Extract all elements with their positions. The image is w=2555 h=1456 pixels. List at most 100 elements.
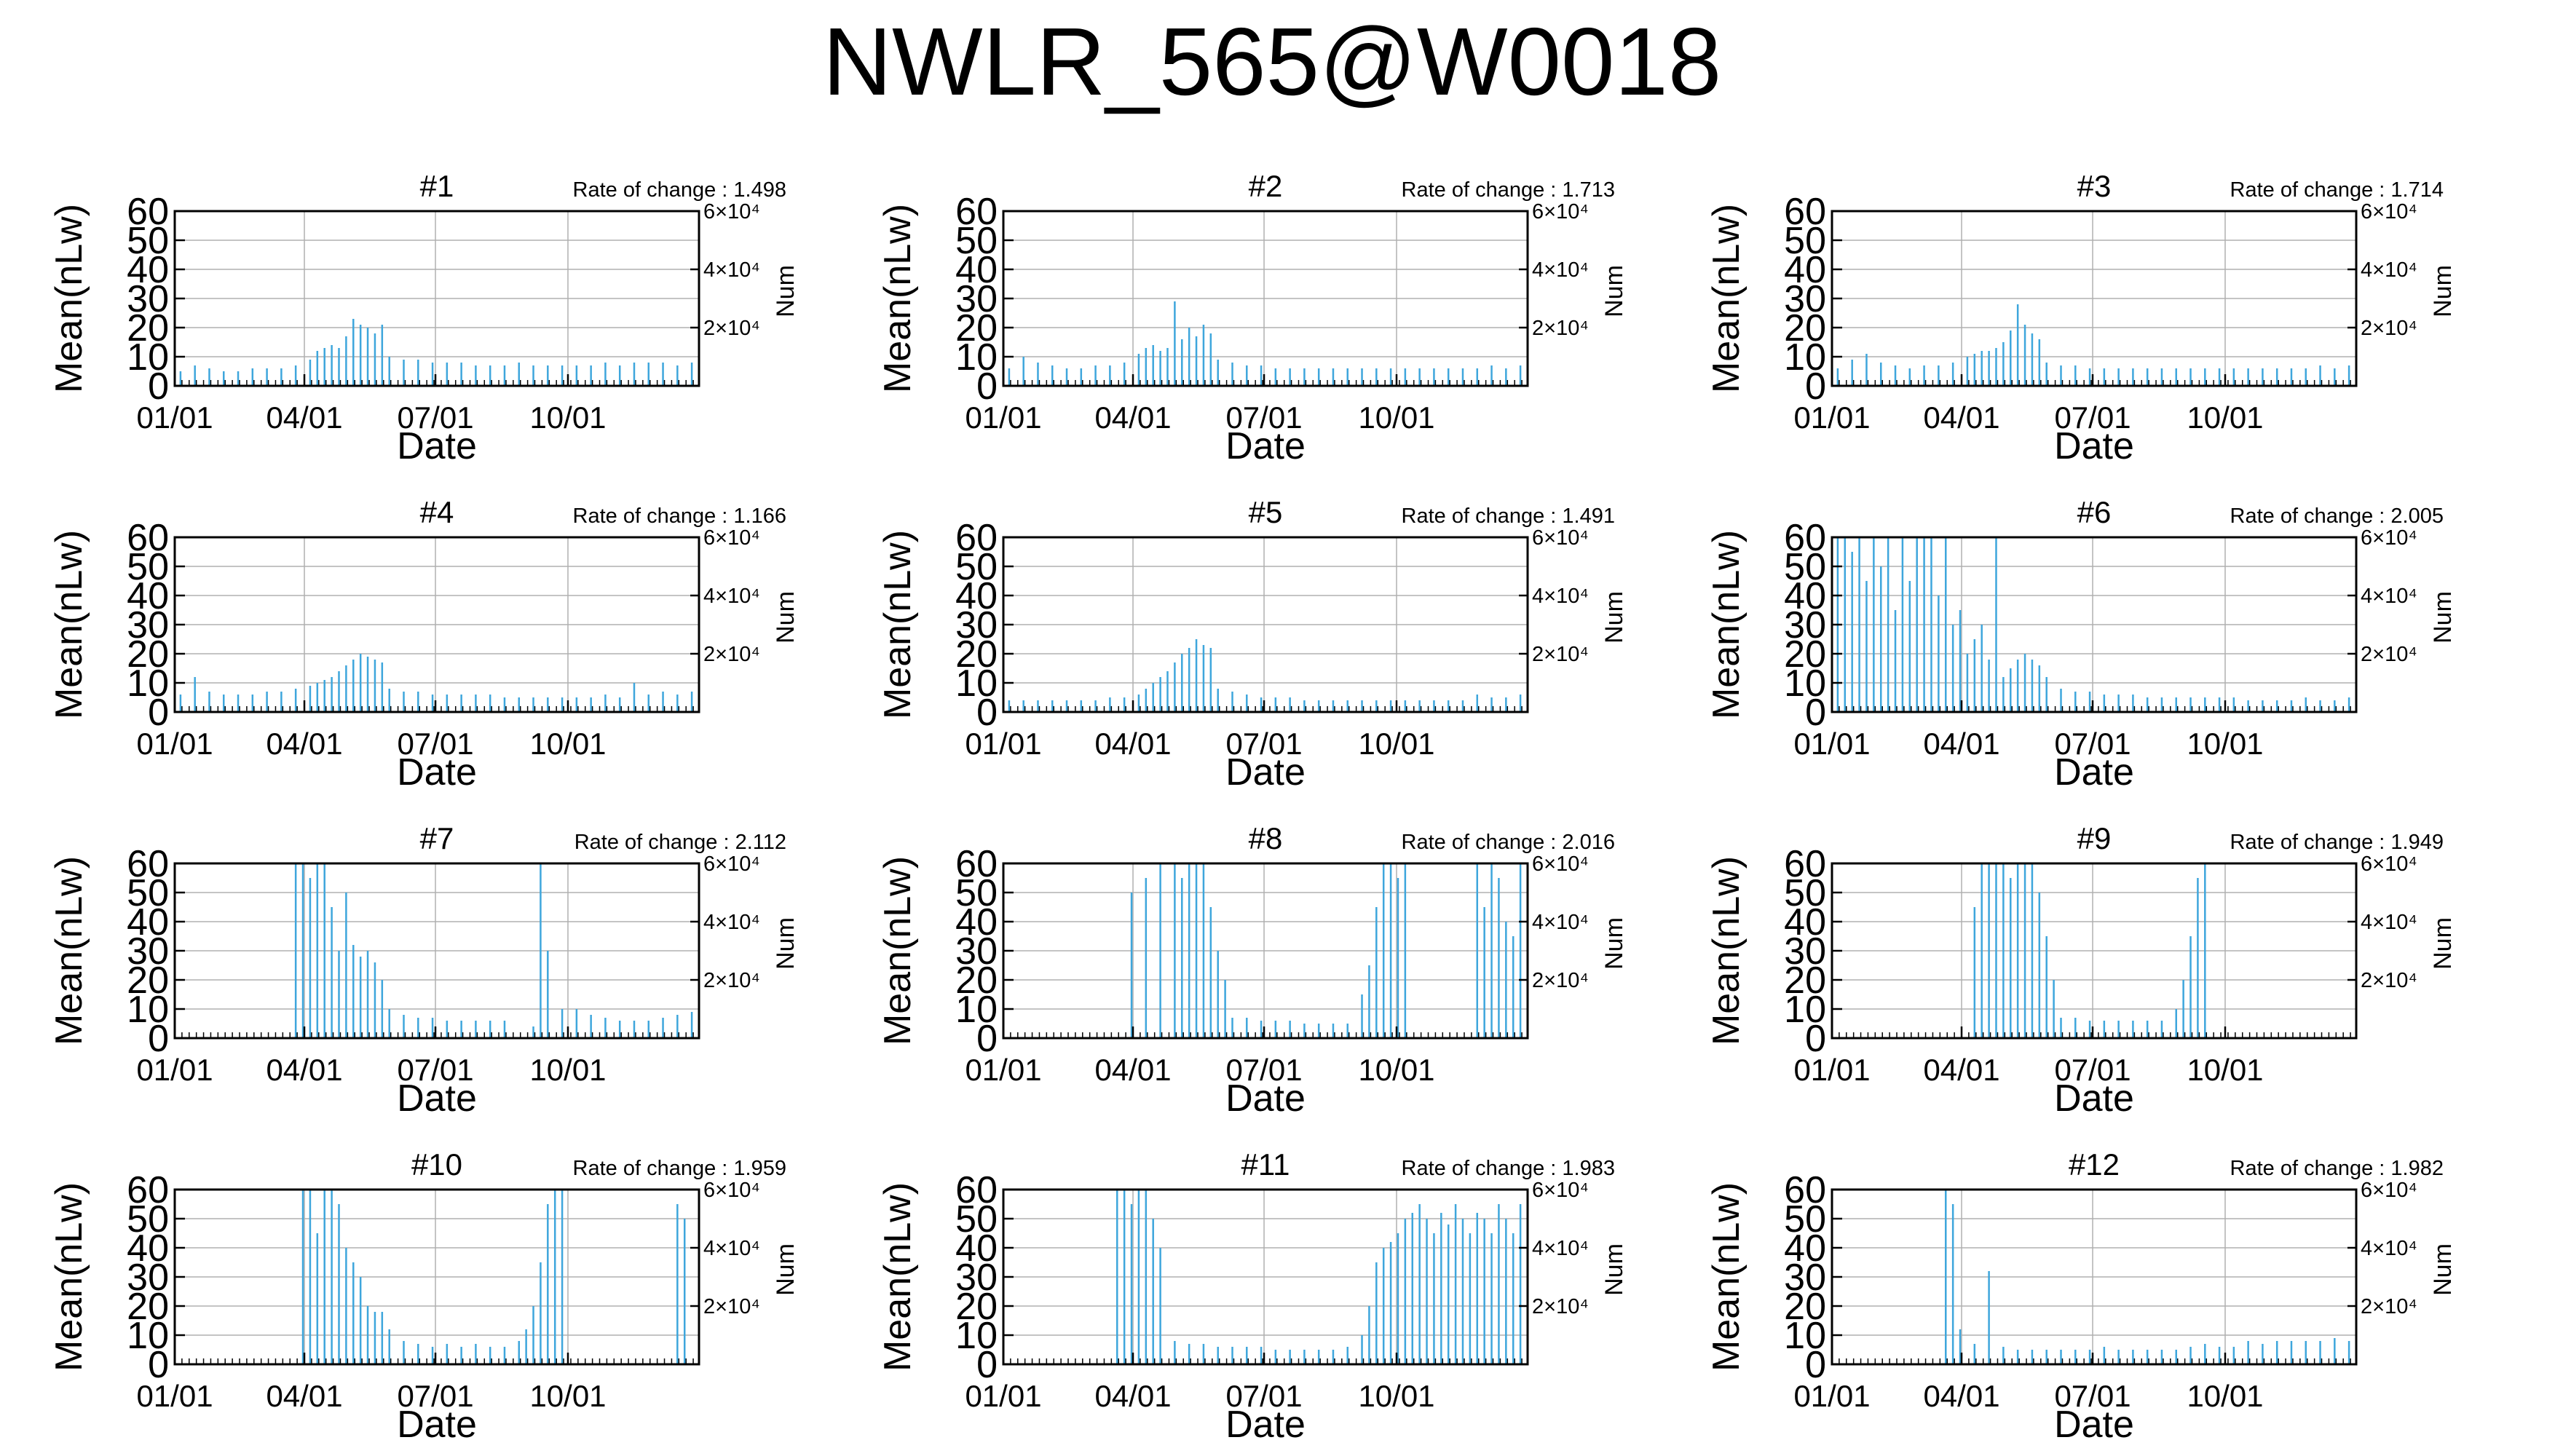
y-tick-label: 30 [955, 930, 998, 973]
y-tick-label: 30 [1784, 604, 1826, 646]
y2-tick-label: 4×10⁴ [1532, 258, 1589, 282]
y-tick-label: 30 [127, 930, 169, 973]
y-axis-label: Mean(nLw) [1705, 1182, 1748, 1372]
y-tick-label: 60 [955, 843, 998, 885]
x-tick-label: 01/01 [965, 727, 1041, 761]
y-tick-label: 20 [955, 1286, 998, 1328]
x-tick-label: 10/01 [1358, 1379, 1434, 1413]
panel-title: #3 [2077, 169, 2112, 203]
y-tick-label: 60 [1784, 517, 1826, 559]
y-tick-label: 30 [1784, 1257, 1826, 1299]
y2-tick-label: 4×10⁴ [2361, 585, 2417, 608]
y-tick-label: 0 [148, 1018, 169, 1060]
y2-tick-label: 2×10⁴ [2361, 643, 2417, 666]
y-tick-label: 20 [127, 633, 169, 676]
y-tick-label: 20 [955, 633, 998, 676]
y-tick-label: 60 [127, 843, 169, 885]
rate-of-change-label: Rate of change : 1.714 [2230, 178, 2444, 202]
x-axis-label: Date [2054, 425, 2134, 467]
y-tick-label: 10 [127, 336, 169, 379]
y-tick-label: 50 [127, 546, 169, 588]
y2-tick-label: 4×10⁴ [1532, 911, 1589, 934]
y-axis-label: Mean(nLw) [1705, 530, 1748, 719]
y2-axis-label: Num [1600, 591, 1628, 644]
x-tick-label: 04/01 [1923, 1379, 1999, 1413]
y2-axis-label: Num [772, 917, 799, 970]
x-tick-label: 10/01 [1358, 1053, 1434, 1087]
x-tick-label: 10/01 [2187, 400, 2263, 435]
y-tick-label: 20 [1784, 960, 1826, 1002]
y-tick-label: 30 [127, 1257, 169, 1299]
x-tick-label: 10/01 [2187, 1053, 2263, 1087]
x-tick-label: 10/01 [529, 400, 606, 435]
y-axis-label: Mean(nLw) [48, 856, 90, 1045]
x-axis-label: Date [397, 1404, 477, 1446]
y-tick-label: 40 [955, 575, 998, 617]
x-tick-label: 10/01 [529, 727, 606, 761]
panel-title: #1 [420, 169, 454, 203]
y-tick-label: 50 [1784, 546, 1826, 588]
x-axis-label: Date [1225, 1077, 1306, 1120]
y-tick-label: 50 [1784, 220, 1826, 262]
x-tick-label: 07/01 [2054, 1053, 2131, 1087]
y-tick-label: 30 [955, 1257, 998, 1299]
y-tick-label: 10 [127, 1315, 169, 1357]
y2-axis-label: Num [1600, 265, 1628, 317]
x-tick-label: 04/01 [1094, 1053, 1171, 1087]
y-tick-label: 10 [1784, 662, 1826, 705]
x-tick-label: 07/01 [397, 727, 473, 761]
x-axis-label: Date [1225, 751, 1306, 794]
rate-of-change-label: Rate of change : 1.713 [1402, 178, 1615, 202]
y2-tick-label: 4×10⁴ [2361, 258, 2417, 282]
x-axis-label: Date [2054, 1404, 2134, 1446]
y-tick-label: 20 [127, 960, 169, 1002]
y-tick-label: 10 [127, 662, 169, 705]
y-tick-label: 40 [127, 249, 169, 291]
y-tick-label: 20 [127, 307, 169, 349]
y-tick-label: 60 [1784, 191, 1826, 233]
y-tick-label: 0 [976, 692, 998, 734]
rate-of-change-label: Rate of change : 1.498 [573, 178, 786, 202]
y-tick-label: 10 [1784, 989, 1826, 1031]
y-tick-label: 50 [955, 546, 998, 588]
x-axis-label: Date [1225, 1404, 1306, 1446]
x-tick-label: 01/01 [1793, 1379, 1870, 1413]
y-tick-label: 60 [1784, 843, 1826, 885]
y-tick-label: 0 [148, 692, 169, 734]
y2-tick-label: 6×10⁴ [703, 1179, 760, 1202]
x-tick-label: 01/01 [136, 1053, 213, 1087]
y2-tick-label: 4×10⁴ [2361, 911, 2417, 934]
y2-axis-label: Num [1600, 917, 1628, 970]
y2-tick-label: 2×10⁴ [2361, 317, 2417, 340]
y2-tick-label: 2×10⁴ [703, 317, 760, 340]
y-tick-label: 40 [1784, 575, 1826, 617]
y2-tick-label: 2×10⁴ [703, 643, 760, 666]
x-tick-label: 04/01 [1923, 400, 1999, 435]
rate-of-change-label: Rate of change : 1.983 [1402, 1157, 1615, 1180]
y-tick-label: 30 [955, 278, 998, 320]
x-tick-label: 04/01 [266, 1379, 342, 1413]
y-tick-label: 20 [1784, 633, 1826, 676]
y2-tick-label: 6×10⁴ [2361, 1179, 2417, 1202]
y-tick-label: 40 [127, 1227, 169, 1270]
rate-of-change-label: Rate of change : 1.982 [2230, 1157, 2444, 1180]
panel-title: #8 [1249, 821, 1283, 855]
y-tick-label: 50 [955, 220, 998, 262]
y-tick-label: 30 [127, 604, 169, 646]
y2-axis-label: Num [772, 265, 799, 317]
y2-tick-label: 4×10⁴ [703, 258, 760, 282]
y2-tick-label: 4×10⁴ [1532, 1237, 1589, 1260]
x-tick-label: 01/01 [136, 727, 213, 761]
y2-tick-label: 4×10⁴ [703, 911, 760, 934]
y-tick-label: 50 [127, 220, 169, 262]
y-tick-label: 10 [955, 336, 998, 379]
x-axis-label: Date [397, 1077, 477, 1120]
y-tick-label: 20 [955, 960, 998, 1002]
y-tick-label: 20 [1784, 1286, 1826, 1328]
x-tick-label: 04/01 [266, 400, 342, 435]
